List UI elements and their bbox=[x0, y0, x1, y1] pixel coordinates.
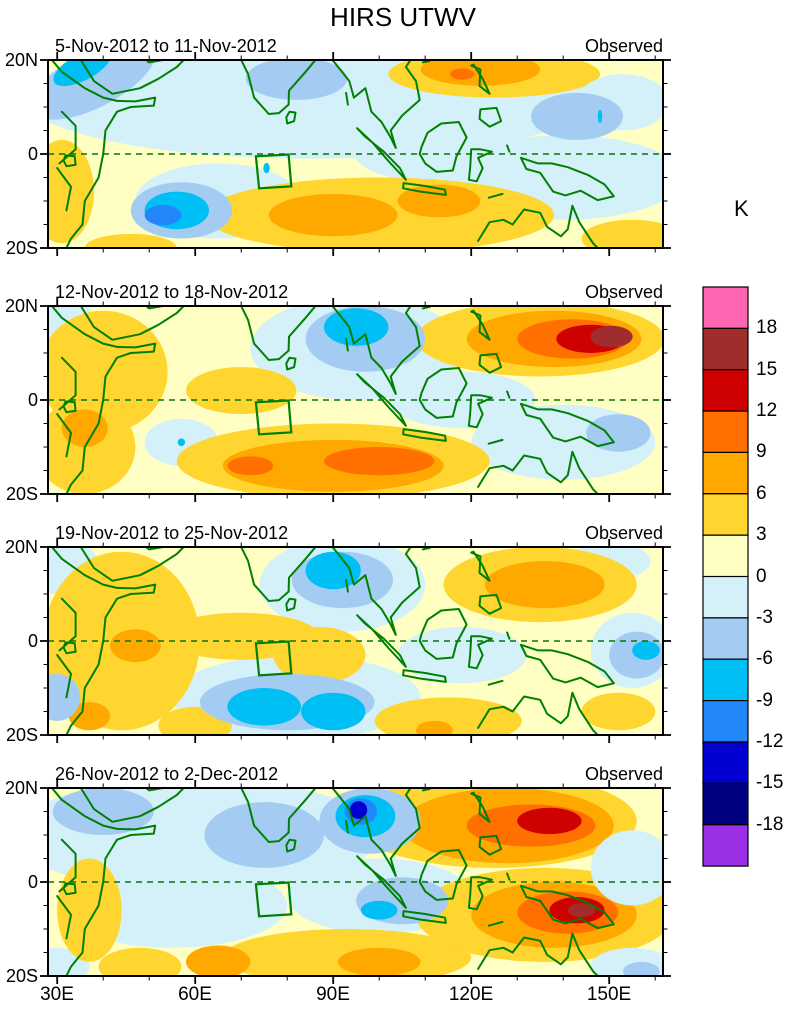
panel-4-date-label: 26-Nov-2012 to 2-Dec-2012 bbox=[55, 764, 279, 784]
panel-1-y-tick-label: 20S bbox=[5, 238, 38, 258]
colorbar-tick-label: 18 bbox=[756, 317, 778, 338]
panel-1-fill-layer bbox=[48, 60, 663, 248]
colorbar-cell bbox=[702, 575, 749, 619]
axis-ticks bbox=[40, 52, 671, 256]
colorbar-cell bbox=[702, 782, 749, 826]
panel-3-source-label: Observed bbox=[584, 523, 663, 543]
colorbar-tick-label: -18 bbox=[756, 814, 784, 835]
colorbar-cell bbox=[702, 451, 749, 495]
colorbar-tick-label: -12 bbox=[756, 731, 784, 752]
colorbar-tick-label: -9 bbox=[756, 690, 773, 711]
colorbar-tick-label: 0 bbox=[756, 566, 767, 587]
x-tick-label: 120E bbox=[448, 984, 494, 1005]
axis-ticks bbox=[40, 780, 671, 984]
panel-1-y-tick-label: 20N bbox=[4, 50, 38, 70]
panel-2-y-tick-label: 20N bbox=[4, 296, 38, 316]
panel-3-y-tick-label: 20N bbox=[4, 537, 38, 557]
panel-3-fill-layer bbox=[48, 547, 663, 735]
colorbar-cell bbox=[702, 534, 749, 578]
x-tick-label: 60E bbox=[178, 984, 212, 1005]
panel-1-source-label: Observed bbox=[584, 36, 663, 56]
colorbar-tick-label: 9 bbox=[756, 441, 767, 462]
panel-4-y-tick-label: 20N bbox=[4, 778, 38, 798]
figure-title: HIRS UTWV bbox=[330, 2, 476, 32]
study-region-box bbox=[254, 640, 293, 677]
panel-4-y-tick-label: 0 bbox=[27, 872, 38, 892]
colorbar-cell bbox=[702, 327, 749, 371]
colorbar-cell bbox=[702, 410, 749, 454]
panel-3-y-tick-label: 20S bbox=[5, 725, 38, 745]
x-tick-label: 150E bbox=[586, 984, 632, 1005]
study-region-box bbox=[254, 399, 293, 436]
panel-3-map bbox=[40, 539, 671, 743]
axis-ticks bbox=[40, 298, 671, 502]
panel-1-y-tick-label: 0 bbox=[27, 144, 38, 164]
panel-1-map bbox=[40, 52, 671, 256]
panel-3-date-label: 19-Nov-2012 to 25-Nov-2012 bbox=[55, 523, 289, 543]
colorbar-cell bbox=[702, 824, 749, 867]
study-region-box bbox=[254, 881, 293, 918]
panel-2-fill-layer bbox=[48, 306, 663, 494]
panel-4-map bbox=[40, 780, 671, 984]
panel-2-map bbox=[40, 298, 671, 502]
panel-3-y-tick-label: 0 bbox=[27, 631, 38, 651]
colorbar-cell bbox=[702, 369, 749, 412]
colorbar-tick-label: -6 bbox=[756, 648, 773, 669]
colorbar-tick-label: -3 bbox=[756, 607, 773, 628]
panel-1-date-label: 5-Nov-2012 to 11-Nov-2012 bbox=[55, 36, 277, 56]
panel-4-fill-layer bbox=[48, 788, 663, 976]
panel-2-y-tick-label: 20S bbox=[5, 484, 38, 504]
colorbar-tick-label: 6 bbox=[756, 483, 767, 504]
colorbar-cell bbox=[702, 493, 749, 536]
axis-ticks bbox=[40, 539, 671, 743]
panel-2-y-tick-label: 0 bbox=[27, 390, 38, 410]
colorbar-cell bbox=[702, 741, 749, 785]
colorbar-unit-label: K bbox=[734, 196, 749, 221]
colorbar-tick-label: 3 bbox=[756, 524, 767, 545]
study-region-box bbox=[254, 153, 293, 190]
x-tick-label: 30E bbox=[40, 984, 74, 1005]
colorbar-cell bbox=[702, 658, 749, 702]
colorbar-cell bbox=[702, 617, 749, 660]
colorbar-tick-label: 15 bbox=[756, 359, 778, 380]
colorbar-tick-label: -15 bbox=[756, 772, 784, 793]
panel-2-date-label: 12-Nov-2012 to 18-Nov-2012 bbox=[55, 282, 289, 302]
colorbar-cell bbox=[702, 286, 749, 330]
panel-4-source-label: Observed bbox=[584, 764, 663, 784]
panel-2-source-label: Observed bbox=[584, 282, 663, 302]
colorbar-cell bbox=[702, 700, 749, 743]
x-tick-label: 90E bbox=[316, 984, 350, 1005]
colorbar bbox=[702, 286, 749, 867]
colorbar-tick-label: 12 bbox=[756, 400, 778, 421]
panel-4-y-tick-label: 20S bbox=[5, 966, 38, 986]
